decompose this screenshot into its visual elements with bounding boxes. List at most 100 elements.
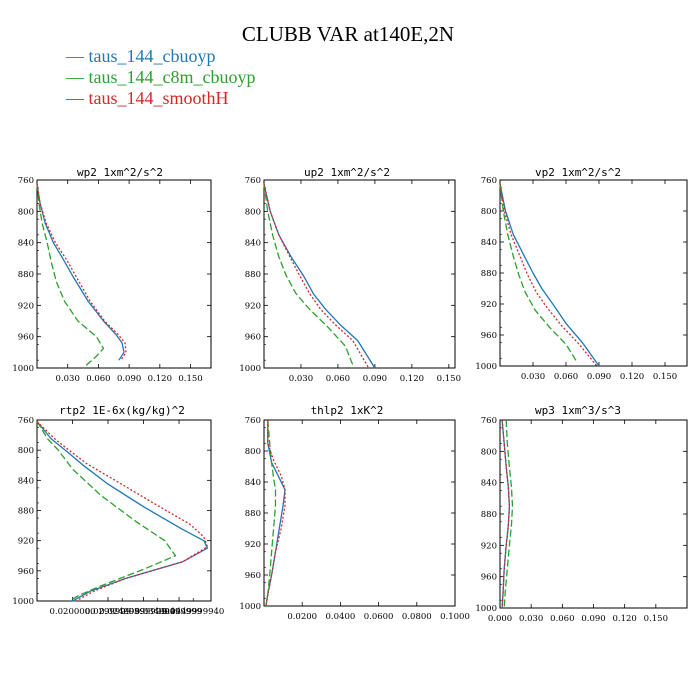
y-tick-label: 800 [481, 207, 497, 217]
y-tick-label: 920 [18, 301, 34, 311]
x-tick-label: 0.060 [86, 374, 110, 384]
x-tick-label: 0.0249999 [99, 607, 145, 617]
legend-entry: — taus_144_c8m_cbuoyp [65, 67, 255, 87]
y-tick-label: 840 [18, 476, 34, 486]
panel-wp2: wp2 1xm^2/s^2 760 800 840 880 920 960 1000 0.03… [12, 166, 212, 384]
y-tick-label: 960 [18, 333, 34, 343]
x-tick-label: 0.0499999 [156, 607, 202, 617]
y-tick-label: 760 [245, 176, 261, 186]
series-line-taus_144_c8m_cbuoyp [503, 419, 514, 609]
y-tick-label: 920 [481, 541, 497, 551]
y-tick-label: 880 [481, 269, 497, 279]
y-tick-label: 960 [481, 573, 497, 583]
series-line-taus_144_smoothH [499, 183, 598, 367]
y-tick-label: 840 [245, 478, 261, 488]
x-tick-label: 0.0299999 [85, 607, 131, 617]
x-tick-label: 0.120 [148, 374, 172, 384]
panel-up2: up2 1xm^2/s^2 760 800 840 880 920 960 1000 0.03… [239, 166, 461, 384]
panel-title: vp2 1xm^2/s^2 [535, 166, 621, 179]
x-tick-label: 0.0600 [364, 612, 394, 622]
y-tick-label: 760 [18, 176, 34, 186]
x-tick-label: 0.000 [488, 614, 512, 624]
y-tick-label: 800 [481, 447, 497, 457]
y-tick-label: 880 [18, 507, 34, 517]
x-tick-label: 0.090 [581, 614, 605, 624]
panel-wp3: wp3 1xm^3/s^3 760 800 840 880 920 960 10000.00… [475, 404, 688, 624]
series-line-taus_144_cbuoyp [263, 183, 376, 369]
x-tick-label: 0.150 [644, 614, 668, 624]
y-tick-label: 920 [18, 537, 34, 547]
panel-title: wp3 1xm^3/s^3 [535, 404, 621, 417]
panel-title: wp2 1xm^2/s^2 [77, 166, 163, 179]
x-tick-label: 0.060 [326, 374, 350, 384]
x-tick-label: 0.030 [521, 372, 545, 382]
series-line-taus_144_smoothH [265, 420, 286, 607]
series-line-taus_144_cbuoyp [36, 421, 209, 602]
series-line-taus_144_smoothH [263, 183, 370, 369]
x-tick-label: 0.120 [400, 374, 424, 384]
y-tick-label: 760 [245, 416, 261, 426]
plot-frame [263, 179, 456, 369]
y-tick-label: 960 [18, 567, 34, 577]
series-line-taus_144_c8m_cbuoyp [263, 183, 355, 369]
y-tick-label: 880 [481, 510, 497, 520]
y-tick-label: 800 [18, 446, 34, 456]
y-tick-label: 800 [18, 207, 34, 217]
x-tick-label: 0.120 [620, 372, 644, 382]
x-tick-label: 0.090 [117, 374, 141, 384]
x-tick-label: 0.0800 [402, 612, 432, 622]
y-tick-label: 920 [245, 540, 261, 550]
x-tick-label: 0.150 [178, 374, 202, 384]
series-line-taus_144_c8m_cbuoyp [265, 419, 277, 607]
y-tick-label: 840 [481, 238, 497, 248]
x-tick-label: 0.090 [587, 372, 611, 382]
x-tick-label: 0.030 [519, 614, 543, 624]
y-tick-label: 960 [481, 331, 497, 341]
series-line-taus_144_cbuoyp [499, 183, 600, 367]
series-line-taus_144_c8m_cbuoyp [36, 183, 105, 369]
legend-entry: — taus_144_smoothH [65, 88, 229, 108]
y-tick-label: 880 [245, 509, 261, 519]
series-line-taus_144_c8m_cbuoyp [499, 183, 578, 363]
y-tick-label: 760 [18, 416, 34, 426]
y-tick-label: 920 [245, 301, 261, 311]
x-tick-label: 0.0200 [287, 612, 317, 622]
x-tick-label: 0.0349999 [135, 607, 181, 617]
x-tick-label: 0.150 [653, 372, 677, 382]
x-tick-label: 0.1000 [440, 612, 470, 622]
x-tick-label: 0.150 [437, 374, 461, 384]
panel-rtp2: rtp2 1E-6x(kg/kg)^2 760 800 840 880 920 960 10… [12, 404, 224, 617]
x-tick-label: 0.060 [554, 372, 578, 382]
y-tick-label: 1000 [239, 364, 261, 374]
legend: — taus_144_cbuoyp — taus_144_c8m_cbuoyp … [65, 46, 255, 108]
panel-title: thlp2 1xK^2 [311, 404, 384, 417]
y-tick-label: 1000 [12, 597, 34, 607]
plot-frame [36, 419, 212, 602]
y-tick-label: 840 [18, 239, 34, 249]
y-tick-label: 1000 [239, 602, 261, 612]
series-line-taus_144_smoothH [36, 183, 127, 361]
x-tick-label: 0.030 [56, 374, 80, 384]
panel-vp2: vp2 1xm^2/s^2 760 800 840 880 920 960 1000 0.03… [475, 166, 688, 382]
y-tick-label: 880 [245, 270, 261, 280]
series-line-taus_144_smoothH [501, 419, 511, 609]
x-tick-label: 0.030 [289, 374, 313, 384]
y-tick-label: 760 [481, 176, 497, 186]
plot-frame [499, 419, 688, 609]
y-tick-label: 800 [245, 447, 261, 457]
x-tick-label: 0.060 [550, 614, 574, 624]
x-tick-label: 0.0400 [326, 612, 356, 622]
series-line-taus_144_c8m_cbuoyp [36, 421, 177, 602]
y-tick-label: 960 [245, 571, 261, 581]
panel-title: rtp2 1E-6x(kg/kg)^2 [59, 404, 185, 417]
y-tick-label: 1000 [475, 604, 497, 614]
series-line-taus_144_cbuoyp [36, 183, 125, 361]
y-tick-label: 1000 [12, 364, 34, 374]
x-tick-label: 0.0399999 [121, 607, 167, 617]
panel-title: up2 1xm^2/s^2 [304, 166, 390, 179]
plot-frame [36, 179, 212, 369]
y-tick-label: 960 [245, 333, 261, 343]
x-tick-label: 0.0200000 [50, 607, 96, 617]
x-tick-label: 0.0449999940 [162, 607, 224, 617]
figure-title: CLUBB VAR at140E,2N [242, 22, 454, 46]
